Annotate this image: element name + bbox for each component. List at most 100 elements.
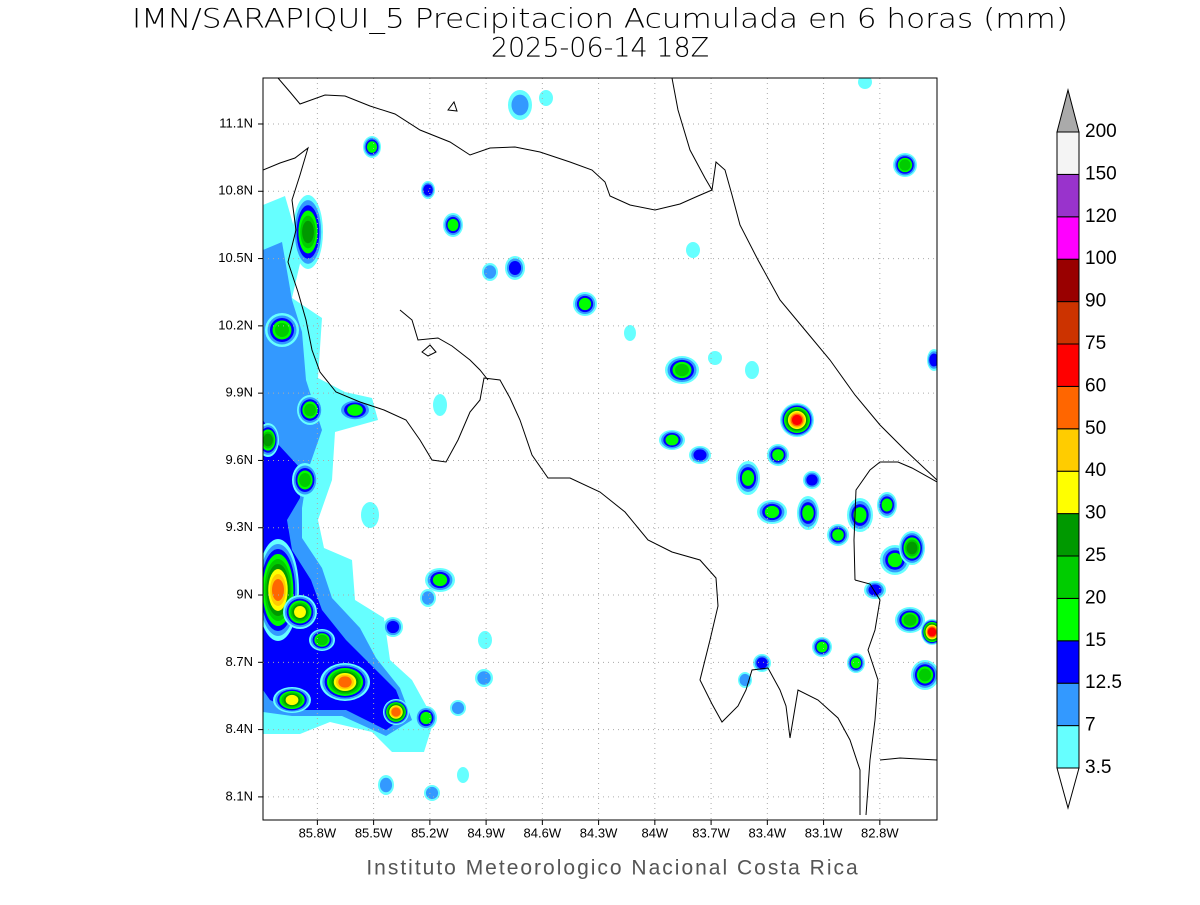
coastline bbox=[853, 461, 937, 581]
precip-cell bbox=[447, 218, 459, 232]
colorbar-label: 30 bbox=[1085, 503, 1106, 524]
colorbar-over bbox=[1056, 88, 1080, 133]
precip-cell bbox=[832, 529, 844, 541]
footer: Instituto Meteorologico Nacional Costa R… bbox=[366, 857, 859, 880]
precip-cell bbox=[624, 325, 636, 341]
colorbar-label: 200 bbox=[1085, 121, 1117, 142]
precip-cell bbox=[285, 694, 299, 706]
colorbar-box bbox=[1056, 343, 1080, 387]
colorbar-label: 40 bbox=[1085, 460, 1106, 481]
precip-cell bbox=[294, 606, 306, 618]
precip-cell bbox=[708, 351, 722, 365]
y-tick-label: 9.6N bbox=[226, 452, 253, 467]
y-tick-label: 11.1N bbox=[219, 115, 253, 130]
precip-cell bbox=[391, 707, 401, 717]
precip-cell bbox=[379, 777, 393, 793]
precip-cell bbox=[478, 631, 492, 649]
precip-cell bbox=[477, 671, 491, 685]
precip-cell bbox=[338, 676, 352, 688]
x-tick-label: 83.1W bbox=[805, 825, 843, 840]
colorbar-box bbox=[1056, 258, 1080, 303]
precip-cell bbox=[366, 141, 378, 153]
precip-cell bbox=[675, 363, 689, 377]
grid bbox=[258, 78, 937, 825]
colorbar-box bbox=[1056, 682, 1080, 727]
coastlines bbox=[263, 78, 937, 816]
precip-cell bbox=[858, 78, 872, 89]
x-tick-label: 82.8W bbox=[861, 825, 899, 840]
colorbar-label: 12.5 bbox=[1085, 672, 1122, 693]
plot-frame bbox=[262, 77, 938, 821]
y-tick-label: 8.1N bbox=[226, 788, 253, 803]
title: IMN/SARAPIQUI_5 Precipitacion Acumulada … bbox=[132, 4, 1068, 35]
colorbar-label: 60 bbox=[1085, 375, 1106, 396]
colorbar-under bbox=[1056, 767, 1080, 810]
colorbar-box bbox=[1056, 173, 1080, 218]
x-tick-label: 85.8W bbox=[299, 825, 337, 840]
colorbar-box bbox=[1056, 555, 1080, 599]
precip-cell bbox=[457, 767, 469, 783]
colorbar-label: 7 bbox=[1085, 715, 1096, 736]
precip-cell bbox=[903, 614, 917, 626]
coastline bbox=[854, 579, 937, 816]
coastline bbox=[399, 309, 489, 381]
colorbar-label: 100 bbox=[1085, 248, 1117, 269]
coastline bbox=[263, 146, 861, 815]
precip-area bbox=[263, 420, 406, 730]
y-tick-label: 10.8N bbox=[218, 183, 253, 198]
precip-cell bbox=[420, 711, 432, 725]
subtitle: 2025-06-14 18Z bbox=[491, 33, 709, 64]
y-tick-label: 9N bbox=[236, 586, 253, 601]
colorbar-box bbox=[1056, 301, 1080, 345]
y-tick-label: 10.2N bbox=[218, 317, 253, 332]
precip-cell bbox=[816, 641, 828, 653]
colorbar-label: 120 bbox=[1085, 206, 1117, 227]
precip-cell bbox=[850, 657, 862, 669]
x-tick-label: 83.7W bbox=[692, 825, 730, 840]
precip-cell bbox=[756, 657, 768, 669]
precip-cell bbox=[451, 701, 465, 715]
precip-cell bbox=[772, 449, 784, 461]
colorbar-label: 15 bbox=[1085, 630, 1106, 651]
precip-cell bbox=[304, 403, 316, 417]
precipitation-field bbox=[263, 78, 937, 801]
y-tick-label: 9.9N bbox=[226, 385, 253, 400]
colorbar-label: 3.5 bbox=[1085, 757, 1111, 778]
precip-cell bbox=[929, 353, 937, 367]
y-tick-label: 8.7N bbox=[226, 654, 253, 669]
precip-cell bbox=[425, 786, 439, 800]
colorbar: 3.5 7 12.5 15 20 25 30 40 50 60 75 90 100 120 150 200 bbox=[1056, 88, 1122, 810]
precip-cell bbox=[299, 473, 311, 487]
precip-cell bbox=[741, 470, 755, 486]
colorbar-box bbox=[1056, 131, 1080, 175]
precip-cell bbox=[693, 449, 707, 461]
precip-cell bbox=[906, 541, 918, 555]
precip-cell bbox=[386, 620, 400, 634]
colorbar-box bbox=[1056, 428, 1080, 472]
y-tick-label: 9.3N bbox=[226, 519, 253, 534]
precip-cell bbox=[665, 434, 679, 446]
x-tick-label: 84W bbox=[641, 825, 668, 840]
colorbar-label: 20 bbox=[1085, 587, 1106, 608]
colorbar-label: 90 bbox=[1085, 291, 1106, 312]
x-tick-label: 84.3W bbox=[580, 825, 618, 840]
precip-cell bbox=[578, 297, 592, 311]
coastline bbox=[671, 78, 937, 481]
coastline bbox=[277, 78, 713, 211]
precip-cell bbox=[275, 323, 289, 337]
x-tick-label: 84.9W bbox=[467, 825, 505, 840]
precip-cell bbox=[483, 265, 497, 279]
precip-cell bbox=[361, 502, 379, 528]
precip-cell bbox=[433, 394, 447, 416]
precip-cell bbox=[918, 668, 932, 682]
precip-cell bbox=[802, 505, 814, 521]
precip-cell bbox=[263, 433, 273, 447]
y-tick-label: 10.5N bbox=[218, 250, 253, 265]
colorbar-box bbox=[1056, 216, 1080, 260]
precip-cell bbox=[423, 184, 433, 196]
colorbar-label: 25 bbox=[1085, 545, 1106, 566]
precip-cell bbox=[432, 573, 448, 587]
colorbar-box bbox=[1056, 640, 1080, 684]
precip-cell bbox=[421, 591, 435, 605]
precip-cell bbox=[272, 579, 284, 601]
